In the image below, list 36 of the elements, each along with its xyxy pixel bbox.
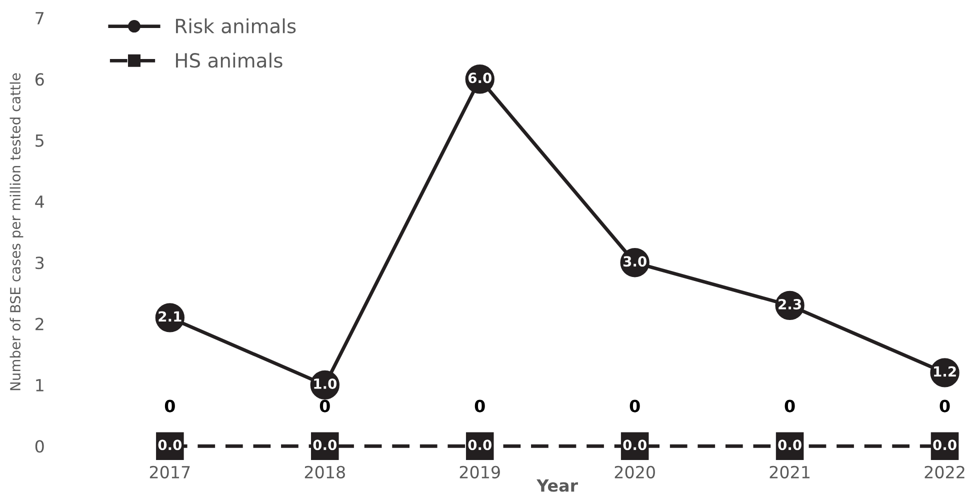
y-tick-label: 3 bbox=[36, 256, 44, 270]
y-tick-label: 0 bbox=[35, 440, 44, 453]
y-tick-label: 6 bbox=[35, 73, 44, 86]
data-label: 3.0 bbox=[623, 256, 646, 267]
data-label: 0.0 bbox=[778, 440, 802, 450]
data-label: 0.0 bbox=[623, 440, 646, 450]
y-tick-label: 2 bbox=[36, 318, 44, 330]
annotation: 0 bbox=[164, 400, 175, 412]
legend-label: HS animals bbox=[176, 52, 282, 68]
annotation: 0 bbox=[630, 400, 640, 412]
data-label: 1.2 bbox=[934, 366, 956, 377]
data-label: 0.0 bbox=[158, 440, 182, 450]
annotation: 0 bbox=[320, 400, 330, 412]
x-tick-label: 2017 bbox=[150, 466, 190, 478]
y-tick-label: 4 bbox=[35, 196, 44, 208]
data-label: 2.1 bbox=[158, 311, 182, 322]
x-tick-label: 2020 bbox=[614, 466, 655, 478]
y-tick-label: 1 bbox=[36, 379, 44, 392]
data-label: 1.0 bbox=[314, 378, 337, 389]
data-label: 0.0 bbox=[468, 440, 492, 450]
x-tick-label: 2018 bbox=[304, 466, 345, 478]
annotation: 0 bbox=[940, 400, 950, 412]
annotation: 0 bbox=[474, 400, 485, 412]
annotation: 0 bbox=[784, 400, 795, 412]
x-tick-label: 2021 bbox=[770, 466, 810, 478]
x-axis-title: Year bbox=[536, 479, 578, 492]
x-tick-label: 2022 bbox=[924, 466, 964, 478]
legend-label: Risk animals bbox=[176, 18, 296, 34]
data-label: 0.0 bbox=[313, 440, 337, 450]
data-label: 6.0 bbox=[468, 72, 492, 84]
y-tick-label: 5 bbox=[36, 134, 44, 147]
y-axis-title: Number of BSE cases per million tested cattle bbox=[10, 73, 24, 390]
x-tick-label: 2019 bbox=[460, 466, 500, 478]
y-tick-label: 7 bbox=[36, 12, 44, 24]
data-label: 0.0 bbox=[933, 440, 956, 450]
data-label: 2.3 bbox=[778, 298, 802, 310]
